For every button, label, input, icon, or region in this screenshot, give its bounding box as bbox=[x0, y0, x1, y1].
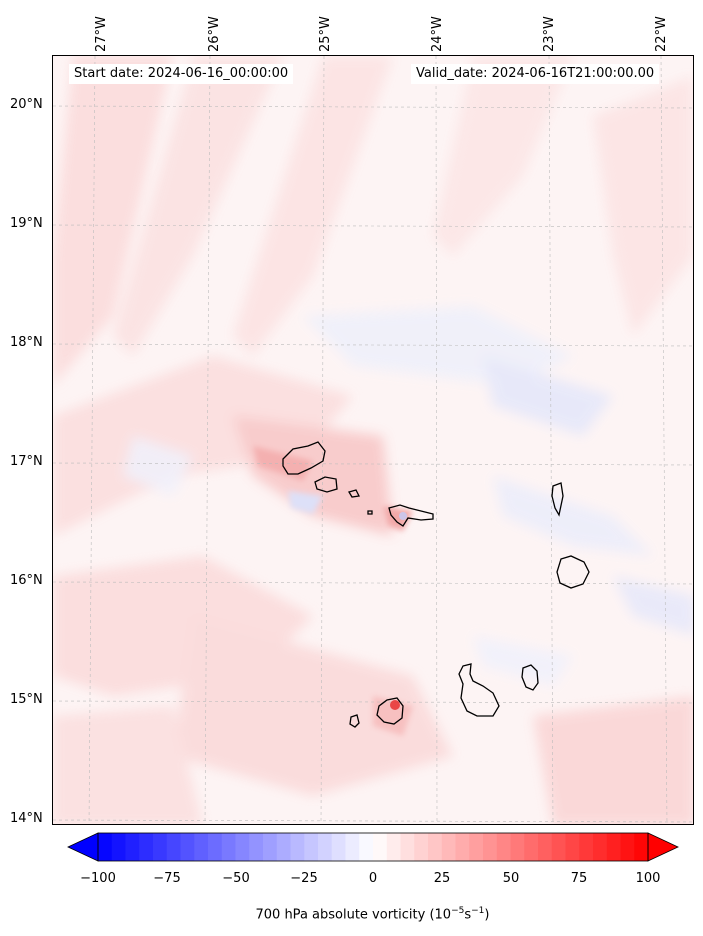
island-sal bbox=[551, 482, 564, 517]
lat-label-14n: 14°N bbox=[10, 811, 43, 826]
cb-tick-m100: −100 bbox=[80, 871, 116, 886]
colorbar-segment bbox=[441, 833, 456, 861]
colorbar-segment bbox=[208, 833, 223, 861]
colorbar-segment bbox=[538, 833, 553, 861]
island-sao-nicolau bbox=[388, 504, 434, 527]
colorbar-segments bbox=[98, 833, 649, 861]
colorbar-segment bbox=[524, 833, 539, 861]
cb-tick-100: 100 bbox=[635, 871, 661, 886]
colorbar-segment bbox=[263, 833, 278, 861]
colorbar-segment bbox=[125, 833, 140, 861]
colorbar-segment bbox=[153, 833, 168, 861]
colorbar-segment bbox=[331, 833, 346, 861]
lat-label-20n: 20°N bbox=[10, 97, 43, 112]
colorbar bbox=[67, 832, 679, 862]
colorbar-segment bbox=[180, 833, 195, 861]
island-santa-luzia bbox=[348, 489, 360, 498]
colorbar-segment bbox=[551, 833, 566, 861]
lon-label-22w: 22°W bbox=[654, 16, 669, 52]
colorbar-segment bbox=[386, 833, 401, 861]
lon-label-23w: 23°W bbox=[542, 16, 557, 52]
colorbar-segment bbox=[634, 833, 649, 861]
coastlines bbox=[282, 441, 590, 728]
island-sao-vicente bbox=[314, 476, 338, 493]
colorbar-segment bbox=[166, 833, 181, 861]
colorbar-segment bbox=[510, 833, 525, 861]
lat-label-16n: 16°N bbox=[10, 573, 43, 588]
vorticity-field bbox=[53, 56, 693, 824]
colorbar-segment bbox=[414, 833, 429, 861]
cb-tick-25: 25 bbox=[433, 871, 451, 886]
colorbar-segment bbox=[221, 833, 236, 861]
gridlines bbox=[53, 56, 693, 824]
lon-label-26w: 26°W bbox=[207, 16, 222, 52]
colorbar-segment bbox=[593, 833, 608, 861]
map-panel bbox=[52, 55, 694, 825]
island-maio bbox=[521, 664, 539, 691]
colorbar-extend-low bbox=[67, 832, 99, 862]
colorbar-label: 700 hPa absolute vorticity (10−5s−1) bbox=[255, 906, 490, 923]
lat-label-18n: 18°N bbox=[10, 335, 43, 350]
cb-tick-75: 75 bbox=[570, 871, 588, 886]
colorbar-segment bbox=[579, 833, 594, 861]
cb-tick-m25: −25 bbox=[290, 871, 318, 886]
cb-tick-m50: −50 bbox=[222, 871, 250, 886]
island-santo-antao bbox=[282, 441, 326, 475]
colorbar-segment bbox=[276, 833, 291, 861]
colorbar-segment bbox=[400, 833, 415, 861]
colorbar-segment bbox=[455, 833, 470, 861]
island-brava bbox=[349, 714, 360, 728]
colorbar-segment bbox=[496, 833, 511, 861]
lat-label-17n: 17°N bbox=[10, 454, 43, 469]
colorbar-segment bbox=[98, 833, 113, 861]
cb-tick-50: 50 bbox=[502, 871, 520, 886]
island-fogo bbox=[376, 697, 404, 725]
colorbar-segment bbox=[249, 833, 264, 861]
colorbar-segment bbox=[565, 833, 580, 861]
colorbar-segment bbox=[318, 833, 333, 861]
colorbar-segment bbox=[359, 833, 374, 861]
colorbar-outline bbox=[97, 832, 649, 862]
lon-label-27w: 27°W bbox=[94, 16, 109, 52]
colorbar-segment bbox=[469, 833, 484, 861]
colorbar-segment bbox=[235, 833, 250, 861]
colorbar-segment bbox=[194, 833, 209, 861]
colorbar-segment bbox=[483, 833, 498, 861]
colorbar-segment bbox=[345, 833, 360, 861]
valid-date-label: Valid_date: 2024-06-16T21:00:00.00 bbox=[411, 64, 660, 84]
lat-label-19n: 19°N bbox=[10, 216, 43, 231]
cb-tick-0: 0 bbox=[368, 871, 378, 886]
colorbar-segment bbox=[373, 833, 388, 861]
colorbar-segment bbox=[606, 833, 621, 861]
colorbar-segment bbox=[428, 833, 443, 861]
island-santiago bbox=[458, 663, 500, 717]
colorbar-extend-high bbox=[647, 832, 679, 862]
colorbar-segment bbox=[139, 833, 154, 861]
colorbar-segment bbox=[111, 833, 126, 861]
lon-label-24w: 24°W bbox=[430, 16, 445, 52]
colorbar-segment bbox=[290, 833, 305, 861]
lon-label-25w: 25°W bbox=[318, 16, 333, 52]
island-boa-vista bbox=[556, 555, 590, 589]
colorbar-segment bbox=[304, 833, 319, 861]
start-date-label: Start date: 2024-06-16_00:00:00 bbox=[69, 64, 294, 84]
island-branco bbox=[367, 510, 373, 515]
lat-label-15n: 15°N bbox=[10, 692, 43, 707]
colorbar-segment bbox=[620, 833, 635, 861]
cb-tick-m75: −75 bbox=[153, 871, 181, 886]
